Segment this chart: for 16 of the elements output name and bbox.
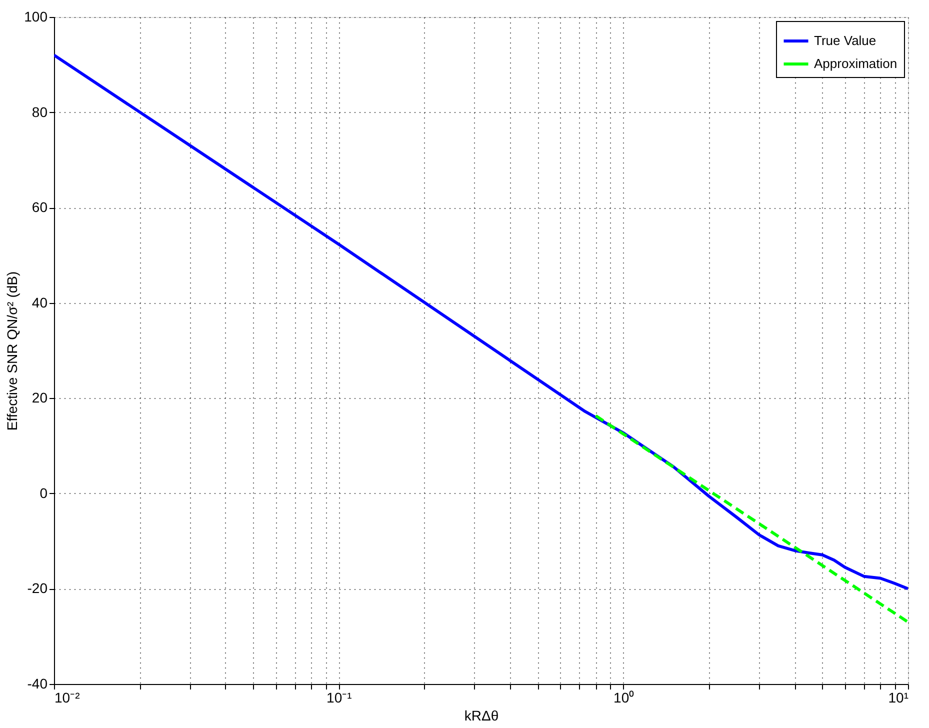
y-tick-label: 0 (40, 484, 48, 501)
y-tick-label: 20 (32, 390, 48, 406)
y-tick-label: 100 (24, 8, 48, 24)
x-tick-label: 10¹ (888, 690, 909, 706)
x-tick-label: 10⁻² (54, 690, 80, 706)
y-tick-label: 80 (32, 104, 48, 120)
x-tick-label: 10⁰ (614, 690, 634, 706)
legend-label: Approximation (814, 56, 898, 71)
y-tick-label: -40 (27, 676, 48, 692)
x-tick-label: 10⁻¹ (326, 690, 352, 706)
y-tick-label: -20 (27, 580, 48, 596)
y-tick-label: 60 (32, 199, 48, 216)
legend-label: True Value (814, 33, 876, 48)
y-axis-title: Effective SNR QN/σ² (dB) (4, 271, 20, 431)
y-tick-label: 40 (32, 294, 48, 310)
x-axis-title: kRΔθ (464, 708, 499, 724)
